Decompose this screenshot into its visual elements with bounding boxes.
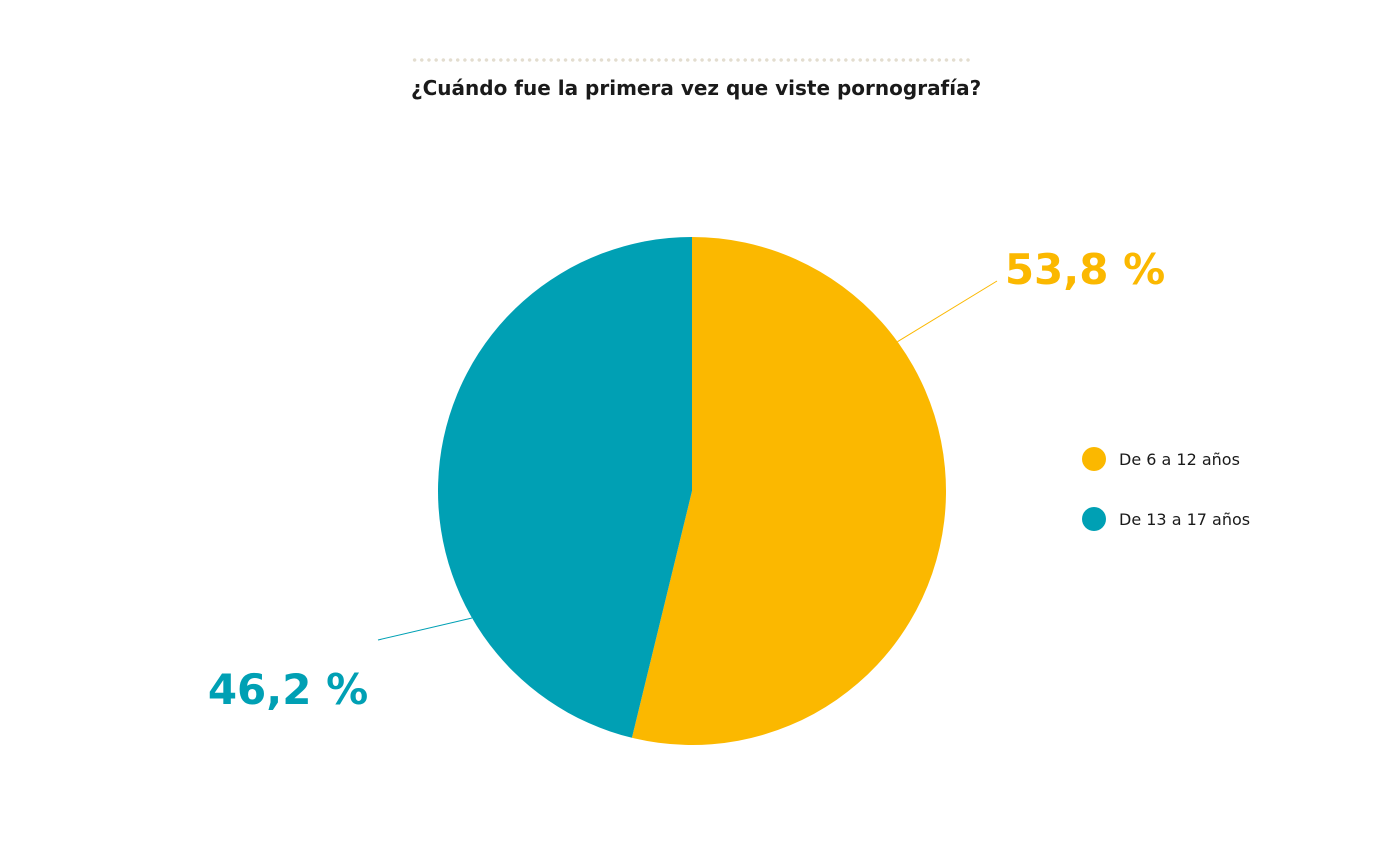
title-dotted-rule	[411, 58, 973, 62]
legend-item-13-17: De 13 a 17 años	[1082, 506, 1250, 532]
slice-6-12	[631, 237, 947, 746]
value-label-6-12: 53,8 %	[1005, 245, 1165, 294]
legend-label-13-17: De 13 a 17 años	[1119, 509, 1251, 529]
legend-label-6-12: De 6 a 12 años	[1119, 449, 1240, 469]
chart-title: ¿Cuándo fue la primera vez que viste por…	[411, 76, 982, 100]
legend-item-6-12: De 6 a 12 años	[1082, 446, 1250, 472]
legend-swatch-13-17	[1082, 507, 1106, 531]
leader-line-6-12	[897, 280, 998, 343]
value-label-13-17: 46,2 %	[208, 665, 368, 714]
slice-13-17	[438, 237, 692, 738]
legend-swatch-6-12	[1082, 447, 1106, 471]
legend: De 6 a 12 años De 13 a 17 años	[1082, 446, 1250, 566]
leader-line-13-17	[377, 617, 473, 641]
